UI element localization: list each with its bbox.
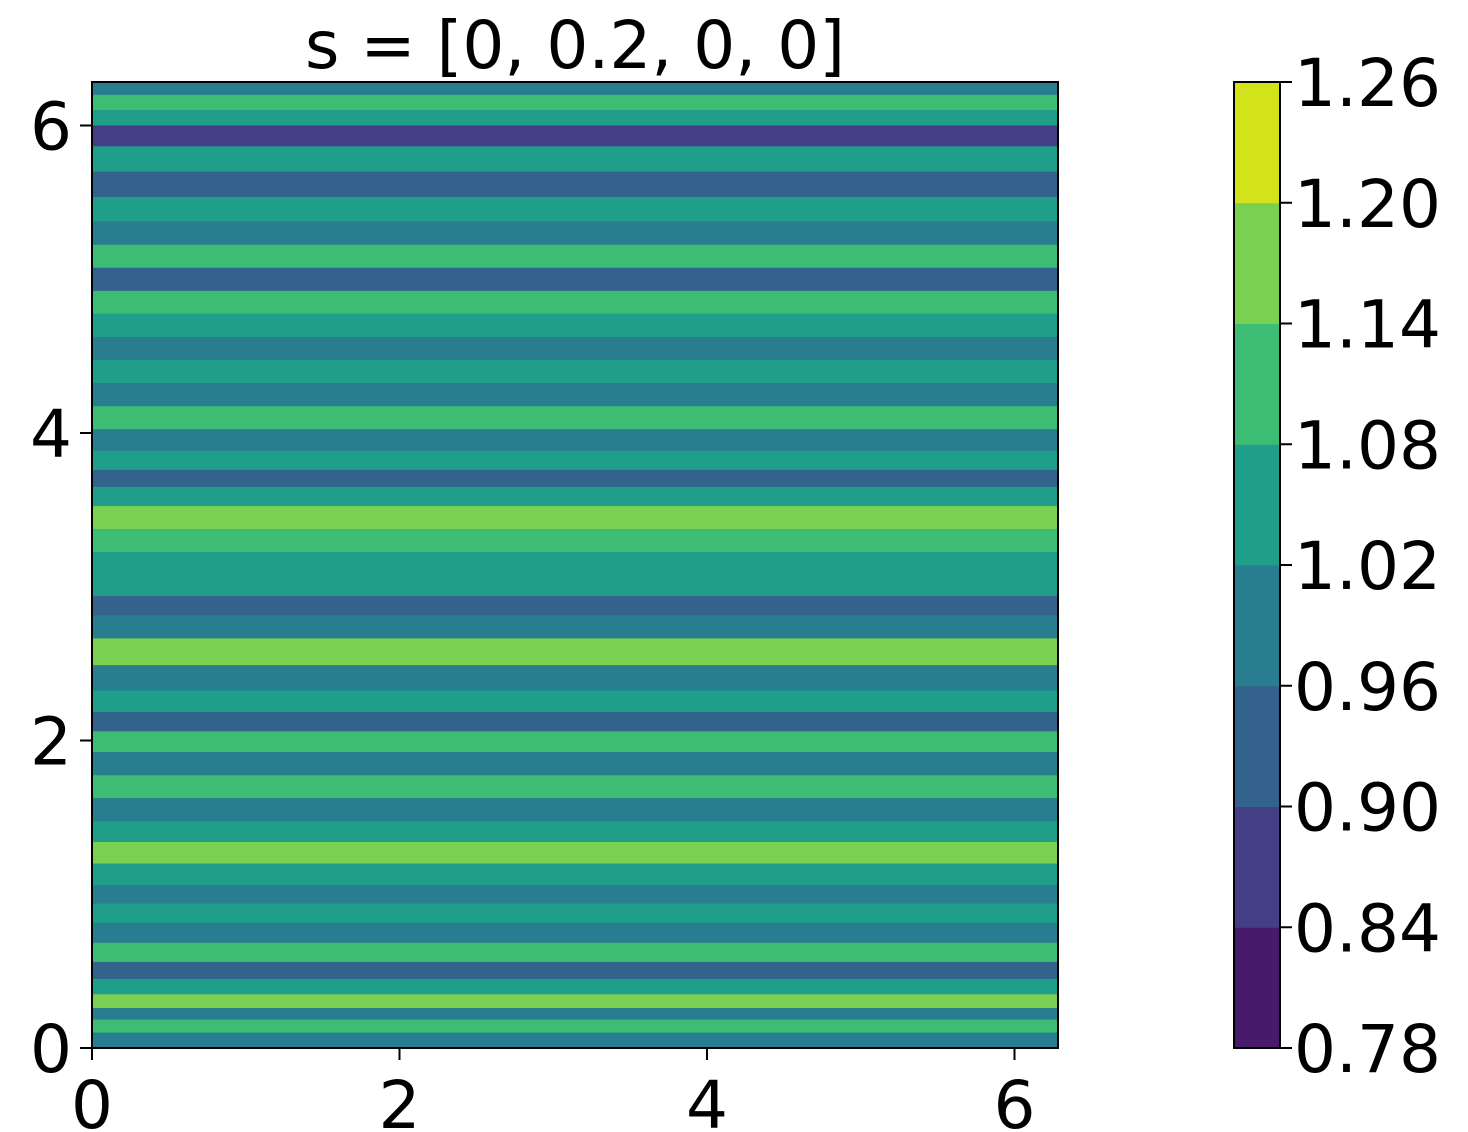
heatmap-row	[92, 110, 1058, 126]
chart-title: s = [0, 0.2, 0, 0]	[305, 7, 845, 84]
heatmap-row	[92, 1008, 1058, 1020]
heatmap-row	[92, 221, 1058, 245]
heatmap-row	[92, 125, 1058, 147]
heatmap-row	[92, 313, 1058, 337]
colorbar-band	[1234, 565, 1280, 687]
heatmap-row	[92, 486, 1058, 507]
colorbar-band	[1234, 202, 1280, 324]
colorbar-band	[1234, 806, 1280, 928]
colorbar-band	[1234, 927, 1280, 1049]
plot-area	[92, 82, 1058, 1048]
heatmap-row	[92, 615, 1058, 639]
heatmap-row	[92, 595, 1058, 616]
colorbar-tick-label: 1.02	[1294, 528, 1441, 605]
heatmap-row	[92, 885, 1058, 904]
y-tick-label: 2	[30, 704, 72, 781]
x-tick-label: 4	[686, 1067, 728, 1132]
colorbar-tick-label: 1.26	[1294, 45, 1441, 122]
plot-frame	[91, 81, 1059, 1049]
y-tick-label: 0	[30, 1011, 72, 1088]
heatmap-row	[92, 146, 1058, 172]
x-tick-label: 0	[71, 1067, 113, 1132]
heatmap-row	[92, 752, 1058, 776]
heatmap-row	[92, 798, 1058, 822]
y-tick-label: 6	[30, 89, 72, 166]
colorbar-band	[1234, 323, 1280, 445]
x-axis: 0 2 4 6	[71, 1048, 1035, 1132]
heatmap-row	[92, 638, 1058, 666]
heatmap-row	[92, 429, 1058, 451]
heatmap-row	[92, 731, 1058, 753]
heatmap-row	[92, 506, 1058, 530]
heatmap-row	[92, 1019, 1058, 1033]
heatmap-row	[92, 171, 1058, 198]
heatmap-row	[92, 775, 1058, 799]
heatmap-row	[92, 267, 1058, 291]
heatmap-row	[92, 712, 1058, 732]
colorbar-tick-label: 1.14	[1294, 287, 1441, 364]
colorbar-tick-label: 1.20	[1294, 166, 1441, 243]
heatmap-row	[92, 469, 1058, 487]
colorbar-tick-label: 0.84	[1294, 890, 1441, 967]
x-tick-label: 6	[993, 1067, 1035, 1132]
heatmap-row	[92, 994, 1058, 1009]
heatmap-row	[92, 82, 1058, 95]
heatmap-row	[92, 575, 1058, 596]
heatmap-row	[92, 383, 1058, 407]
heatmap-row	[92, 665, 1058, 691]
heatmap-row	[92, 841, 1058, 864]
y-axis: 0 2 4 6	[30, 89, 92, 1088]
colorbar-band	[1234, 82, 1280, 204]
heatmap-row	[92, 359, 1058, 384]
heatmap-row	[92, 978, 1058, 995]
heatmap-row	[92, 197, 1058, 222]
heatmap-row	[92, 244, 1058, 268]
colorbar: 0.78 0.84 0.90 0.96 1.02 1.08 1.14 1.20 1.26	[1233, 45, 1441, 1088]
heatmap-row	[92, 1032, 1058, 1048]
heatmap-row	[92, 290, 1058, 314]
colorbar-tick-label: 0.96	[1294, 649, 1441, 726]
heatmap-row	[92, 903, 1058, 923]
heatmap-row	[92, 529, 1058, 553]
colorbar-tick-label: 0.90	[1294, 770, 1441, 847]
colorbar-tick-label: 0.78	[1294, 1011, 1441, 1088]
colorbar-band	[1234, 685, 1280, 807]
heatmap-row	[92, 942, 1058, 962]
y-tick-label: 4	[30, 396, 72, 473]
heatmap-row	[92, 961, 1058, 979]
heatmap-row	[92, 690, 1058, 713]
x-tick-label: 2	[378, 1067, 420, 1132]
heatmap-row	[92, 863, 1058, 886]
heatmap-row	[92, 336, 1058, 360]
heatmap-row	[92, 922, 1058, 943]
colorbar-band	[1234, 444, 1280, 566]
heatmap-row	[92, 450, 1058, 470]
heatmap-row	[92, 821, 1058, 842]
heatmap-row	[92, 406, 1058, 430]
heatmap-row	[92, 552, 1058, 576]
heatmap-row	[92, 94, 1058, 111]
colorbar-tick-label: 1.08	[1294, 407, 1441, 484]
